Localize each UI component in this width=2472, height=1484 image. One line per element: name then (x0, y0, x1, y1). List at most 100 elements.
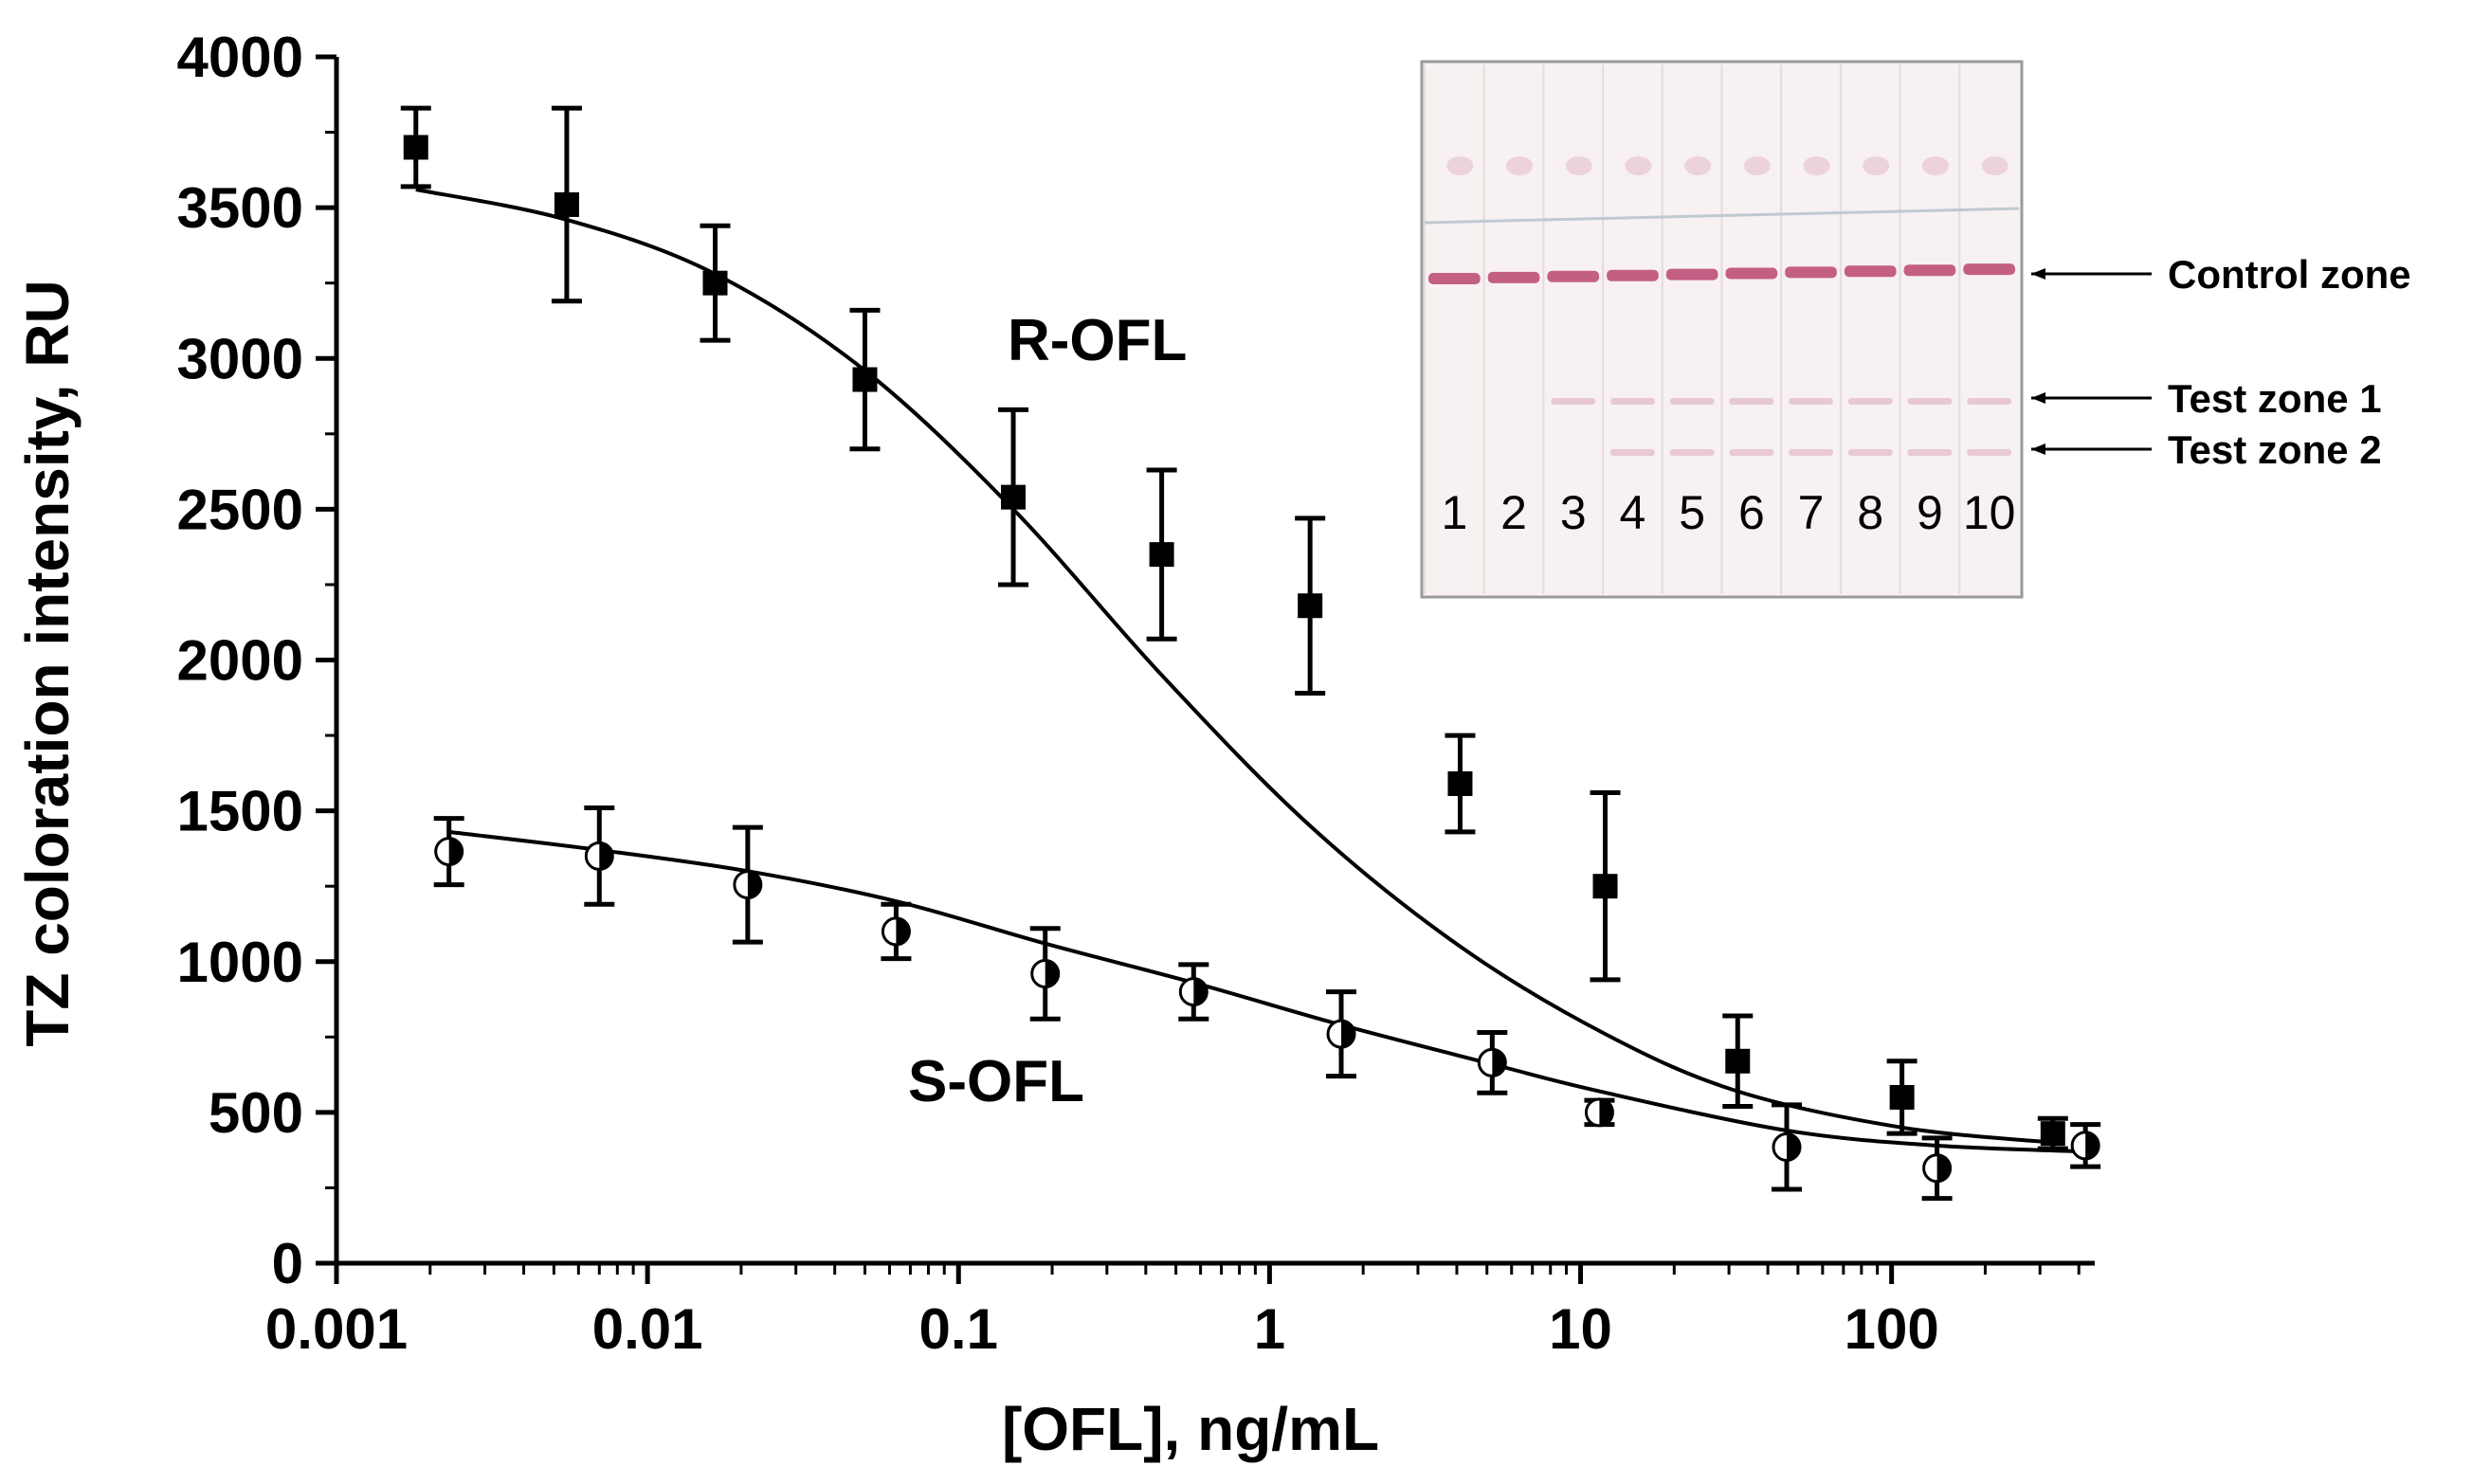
sample-pad-spot (1803, 156, 1830, 175)
inset-lanes: 1 2 3 4 5 6 7 8 9 10 (1424, 64, 2020, 594)
point-r-ofl (554, 191, 579, 217)
x-tick-label: 0.1 (919, 1297, 998, 1361)
test-band-1 (1551, 398, 1596, 405)
point-s-ofl (1584, 1097, 1614, 1128)
point-s-ofl (434, 837, 464, 867)
plot-area: 0.001 0.01 0.1 1 10 100 0 500 1000 1500 2000 2500 3… (177, 26, 2101, 1361)
point-r-ofl (1725, 1048, 1751, 1074)
x-tick-label: 10 (1549, 1297, 1612, 1361)
sample-pad-spot (1743, 156, 1771, 175)
control-band (1428, 273, 1481, 284)
inset-lane: 6 (1720, 64, 1778, 594)
lane-number: 4 (1620, 486, 1646, 539)
point-s-ofl (1477, 1047, 1507, 1077)
control-zone-pointer (2031, 268, 2152, 280)
control-band (1487, 271, 1540, 283)
test-band-1 (1610, 398, 1655, 405)
membrane-edge-line (1424, 207, 2020, 225)
inset-lane: 9 (1899, 64, 1956, 594)
test-band-2 (1669, 449, 1715, 456)
y-tick-label: 1000 (177, 931, 303, 994)
sample-pad-spot (1981, 156, 2008, 175)
point-r-ofl (403, 135, 428, 160)
point-s-ofl (1922, 1153, 1953, 1184)
lane-number: 5 (1679, 486, 1705, 539)
inset-lane: 1 (1424, 64, 1481, 594)
test-band-2 (1967, 449, 2011, 456)
x-tick-label: 0.01 (592, 1297, 703, 1361)
strip-photo-inset: 1 2 3 4 5 6 7 8 9 10 Control zone Test zone 1 Tes… (1420, 60, 2411, 599)
control-band (1665, 268, 1718, 281)
lane-number: 9 (1917, 486, 1943, 539)
point-s-ofl (2070, 1131, 2100, 1161)
point-r-ofl (1149, 542, 1174, 568)
inset-lane: 4 (1602, 64, 1659, 594)
control-zone-label: Control zone (2168, 252, 2411, 297)
y-tick-label: 1500 (177, 780, 303, 843)
control-band (1547, 270, 1600, 282)
point-s-ofl (881, 916, 911, 947)
inset-lane: 5 (1661, 64, 1718, 594)
point-s-ofl (733, 870, 763, 900)
point-s-ofl (584, 841, 614, 871)
point-r-ofl (702, 270, 728, 296)
sample-pad-spot (1625, 156, 1652, 175)
sample-pad-spot (1565, 156, 1592, 175)
test-zone-1-pointer (2031, 392, 2152, 404)
x-tick-label: 100 (1845, 1297, 1939, 1361)
point-r-ofl (2040, 1121, 2065, 1147)
control-band (1844, 265, 1897, 278)
point-s-ofl (1030, 958, 1061, 988)
test-band-1 (1669, 398, 1715, 405)
test-band-1 (1967, 398, 2011, 405)
sample-pad-spot (1921, 156, 1949, 175)
y-tick-label: 3500 (177, 176, 303, 240)
point-s-ofl (1326, 1019, 1356, 1049)
test-band-2 (1789, 449, 1833, 456)
inset-lane: 3 (1542, 64, 1600, 594)
control-band (1785, 266, 1837, 279)
control-band (1607, 269, 1659, 281)
point-r-ofl (852, 367, 878, 392)
y-ticks: 0 500 1000 1500 2000 2500 3000 3500 4000 (177, 26, 336, 1295)
test-band-2 (1907, 449, 1953, 456)
series-label-s-ofl: S-OFL (908, 1049, 1084, 1114)
lane-number: 10 (1963, 486, 2016, 539)
x-axis-title: [OFL], ng/mL (1002, 1395, 1379, 1463)
control-band (1725, 267, 1778, 280)
point-r-ofl (1592, 874, 1618, 899)
y-tick-label: 2000 (177, 629, 303, 693)
point-r-ofl (1001, 484, 1027, 510)
x-tick-label: 0.001 (265, 1297, 408, 1361)
series-label-r-ofl: R-OFL (1008, 308, 1187, 373)
y-tick-label: 4000 (177, 26, 303, 89)
test-zone-2-label: Test zone 2 (2168, 427, 2382, 472)
test-band-1 (1729, 398, 1774, 405)
test-zone-1-label: Test zone 1 (2168, 376, 2382, 421)
fit-curve-s-ofl (448, 829, 2086, 1154)
test-band-1 (1847, 398, 1893, 405)
point-s-ofl (1772, 1131, 1802, 1162)
y-tick-label: 2500 (177, 478, 303, 541)
sample-pad-spot (1863, 156, 1890, 175)
lane-number: 8 (1857, 486, 1883, 539)
sample-pad-spot (1506, 156, 1534, 175)
test-band-1 (1907, 398, 1953, 405)
control-band (1903, 264, 1956, 277)
test-band-2 (1847, 449, 1893, 456)
point-s-ofl (1178, 977, 1209, 1007)
point-r-ofl (1298, 593, 1323, 619)
test-band-1 (1789, 398, 1833, 405)
y-tick-label: 500 (209, 1081, 303, 1145)
inset-lane: 8 (1839, 64, 1897, 594)
x-ticks: 0.001 0.01 0.1 1 10 100 (265, 1263, 2081, 1361)
y-tick-label: 3000 (177, 327, 303, 390)
lane-number: 2 (1500, 486, 1527, 539)
sample-pad-spot (1684, 156, 1712, 175)
test-band-2 (1729, 449, 1774, 456)
data-points (403, 135, 2100, 1184)
lane-number: 3 (1560, 486, 1587, 539)
y-axis-title: TZ coloration intensity, RU (13, 280, 82, 1047)
x-tick-label: 1 (1254, 1297, 1285, 1361)
point-r-ofl (1889, 1084, 1915, 1110)
